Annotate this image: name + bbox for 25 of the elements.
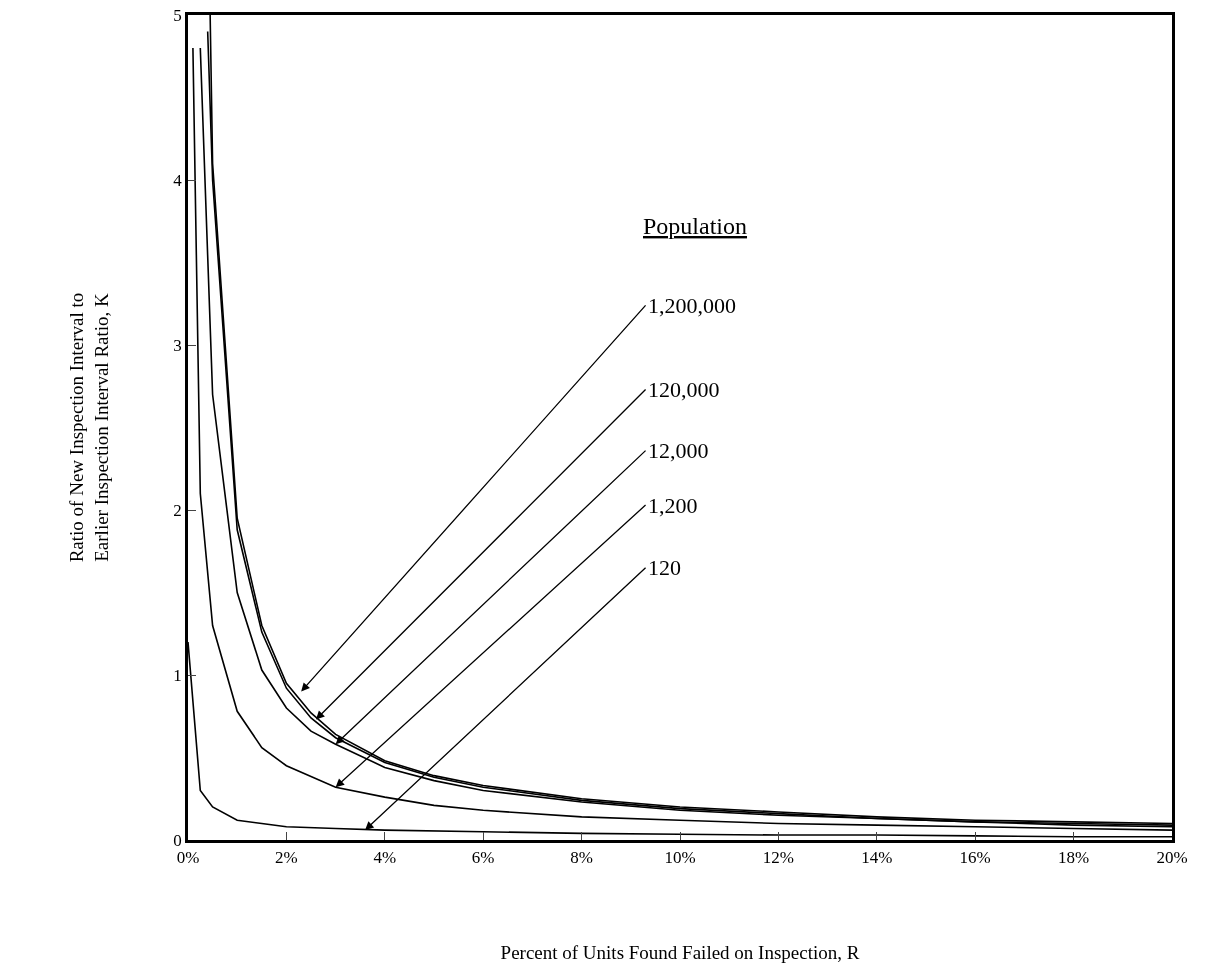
y-tick-label: 0	[173, 830, 182, 850]
x-tick-label: 18%	[1058, 848, 1090, 868]
annotation: 1,200,000	[648, 293, 736, 318]
annotation: 120,000	[648, 377, 720, 402]
x-tick-label: 4%	[373, 848, 397, 868]
annotation: 1,200	[648, 493, 698, 518]
annotation: 12,000	[648, 438, 709, 463]
x-tick-label: 20%	[1156, 848, 1188, 868]
x-tick-label: 2%	[275, 848, 298, 868]
y-axis-title: Ratio of New Inspection Interval to Earlier Inspection Interval Ratio, K	[66, 292, 113, 563]
x-tick-label: 6%	[471, 848, 495, 868]
y-tick-label: 3	[173, 335, 182, 355]
y-tick-label: 5	[173, 5, 182, 25]
annotation: Population	[643, 213, 748, 239]
x-tick-label: 16%	[959, 848, 991, 868]
x-tick-label: 10%	[664, 848, 696, 868]
x-tick-label: 12%	[762, 848, 794, 868]
x-tick-label: 14%	[861, 848, 893, 868]
y-tick-label: 4	[173, 170, 183, 190]
x-tick-label: 8%	[570, 848, 593, 868]
y-tick-label: 2	[173, 500, 182, 520]
y-tick-label: 1	[173, 665, 182, 685]
x-tick-label: 0%	[176, 848, 200, 868]
annotation: 120	[648, 555, 681, 580]
x-axis-title: Percent of Units Found Failed on Inspection, R	[500, 941, 860, 963]
